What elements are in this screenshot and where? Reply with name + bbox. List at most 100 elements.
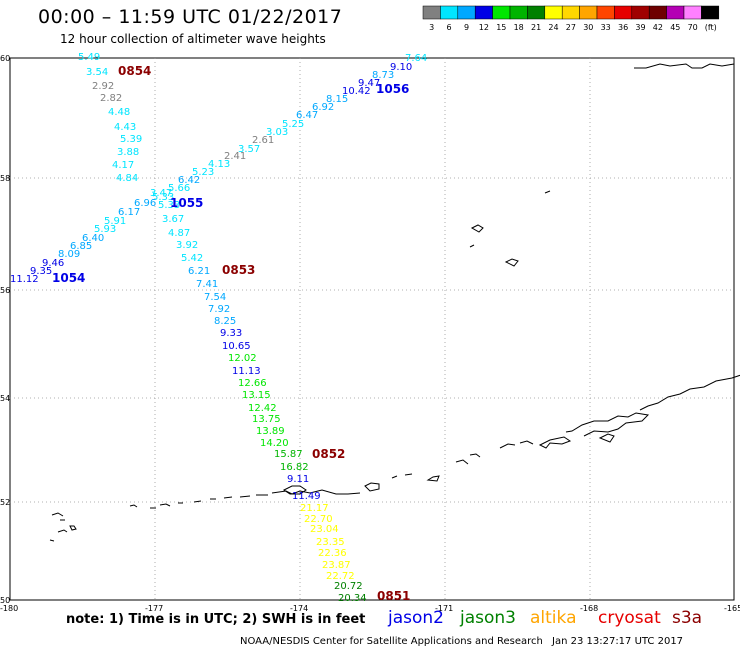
swh-value-label: 6.47 — [296, 110, 318, 121]
legend-bin-label: 3 — [429, 23, 434, 32]
swh-value-label: 12.02 — [228, 353, 257, 364]
legend-bin-label: 6 — [447, 23, 452, 32]
swh-value-label: 8.15 — [326, 94, 348, 105]
sat-jason3: jason3 — [460, 608, 516, 628]
swh-value-label: 9.10 — [390, 62, 412, 73]
pass-time-label: 1056 — [376, 82, 409, 96]
swh-value-label: 8.25 — [214, 316, 236, 327]
swh-value-label: 23.87 — [322, 560, 351, 571]
lat-tick-label: 58 — [0, 174, 10, 183]
lon-tick-label: -177 — [145, 604, 163, 613]
legend-swatch — [631, 5, 650, 20]
swh-value-label: 3.03 — [266, 127, 288, 138]
swh-value-label: 4.84 — [116, 173, 138, 184]
swh-value-label: 16.82 — [280, 462, 309, 473]
swh-value-label: 3.88 — [117, 147, 139, 158]
wave-height-tracks: 5.49 3.54 2.922.82 4.48 4.435.39 3.88 4.17 4.84… — [10, 52, 427, 604]
pass-time-label: 0853 — [222, 263, 255, 277]
legend-bin-label: 30 — [583, 23, 593, 32]
swh-value-label: 7.54 — [204, 292, 226, 303]
lat-tick-label: 56 — [0, 286, 10, 295]
swh-value-label: 6.42 — [178, 175, 200, 186]
swh-value-label: 5.33 — [152, 192, 174, 203]
swh-value-label: 21.17 — [300, 503, 329, 514]
legend-bin-label: 12 — [479, 23, 489, 32]
swh-value-label: 3.57 — [238, 144, 260, 155]
swh-value-label: 3.67 — [162, 214, 184, 225]
swh-value-label: 13.89 — [256, 426, 285, 437]
swh-value-label: 5.42 — [181, 253, 203, 264]
swh-value-label: 22.36 — [318, 548, 347, 559]
swh-value-label: 9.47 — [358, 78, 380, 89]
legend-bin-label: 9 — [464, 23, 469, 32]
swh-value-label: 3.47 — [150, 188, 172, 199]
legend-swatch — [422, 5, 441, 20]
swh-value-label: 5.49 — [78, 52, 100, 63]
swh-value-label: 11.13 — [232, 366, 261, 377]
swh-value-label: 4.13 — [208, 159, 230, 170]
lon-tick-label: -180 — [0, 604, 18, 613]
legend-swatch — [474, 5, 493, 20]
legend-swatch — [457, 5, 476, 20]
axis-ticks: -180 -177 -174 -171 -168 -165 60 58 56 54 52 50 — [0, 54, 740, 613]
lon-tick-label: -171 — [435, 604, 453, 613]
legend-swatch — [509, 5, 528, 20]
lat-tick-label: 50 — [0, 596, 10, 605]
swh-value-label: 5.93 — [94, 224, 116, 235]
lon-tick-label: -174 — [290, 604, 308, 613]
swh-value-label: 6.21 — [188, 266, 210, 277]
legend-bin-label: 45 — [670, 23, 680, 32]
lon-tick-label: -168 — [580, 604, 598, 613]
pass-time-label: 0854 — [118, 64, 151, 78]
swh-value-label: 5.23 — [192, 167, 214, 178]
sat-cryosat: cryosat — [598, 608, 661, 628]
swh-value-label: 12.42 — [248, 403, 277, 414]
swh-value-label: 5.39 — [120, 134, 142, 145]
map-frame — [9, 57, 735, 601]
legend-bin-label: 24 — [548, 23, 558, 32]
swh-value-label: 9.33 — [220, 328, 242, 339]
swh-value-label: 7.64 — [405, 53, 427, 64]
pass-time-label: 0852 — [312, 447, 345, 461]
swh-value-label: 6.85 — [70, 241, 92, 252]
swh-value-label: 9.46 — [42, 258, 64, 269]
swh-value-label: 2.61 — [252, 135, 274, 146]
legend-swatch — [579, 5, 598, 20]
swh-value-label: 22.72 — [326, 571, 355, 582]
swh-value-label: 23.04 — [310, 524, 339, 535]
aleutian-islands — [49, 374, 740, 542]
swh-value-label: 13.75 — [252, 414, 281, 425]
swh-value-label: 12.66 — [238, 378, 267, 389]
land-outlines — [49, 63, 740, 542]
swh-value-label: 4.48 — [108, 107, 130, 118]
swh-value-label: 5.91 — [104, 216, 126, 227]
pass-time-label: 0851 — [377, 589, 410, 603]
swh-value-label: 9.35 — [30, 266, 52, 277]
lat-tick-label: 54 — [0, 394, 10, 403]
legend-swatch — [683, 5, 702, 20]
legend-swatch — [527, 5, 546, 20]
swh-value-label: 20.34 — [338, 593, 367, 604]
map-title: 00:00 – 11:59 UTC 01/22/2017 — [38, 6, 343, 28]
legend-bin-label: 36 — [618, 23, 628, 32]
swh-value-label: 7.41 — [196, 279, 218, 290]
legend-bin-label: 21 — [531, 23, 541, 32]
legend-swatch — [701, 5, 720, 20]
swh-value-label: 4.87 — [168, 228, 190, 239]
pribilof-islands — [469, 190, 551, 267]
legend-swatch — [648, 5, 667, 20]
lon-tick-label: -165 — [724, 604, 740, 613]
swh-value-label: 7.92 — [208, 304, 230, 315]
swh-value-label: 6.92 — [312, 102, 334, 113]
sat-s3a: s3a — [672, 608, 703, 628]
swh-value-label: 13.15 — [242, 390, 271, 401]
credit-line: NOAA/NESDIS Center for Satellite Applica… — [240, 636, 543, 647]
swh-value-label: 2.92 — [92, 81, 114, 92]
swh-value-label: 6.17 — [118, 207, 140, 218]
legend-bin-label: 39 — [635, 23, 645, 32]
legend-unit: (ft) — [705, 23, 717, 32]
legend-bin-label: 33 — [601, 23, 611, 32]
swh-value-label: 15.87 — [274, 449, 303, 460]
legend-swatch — [561, 5, 580, 20]
